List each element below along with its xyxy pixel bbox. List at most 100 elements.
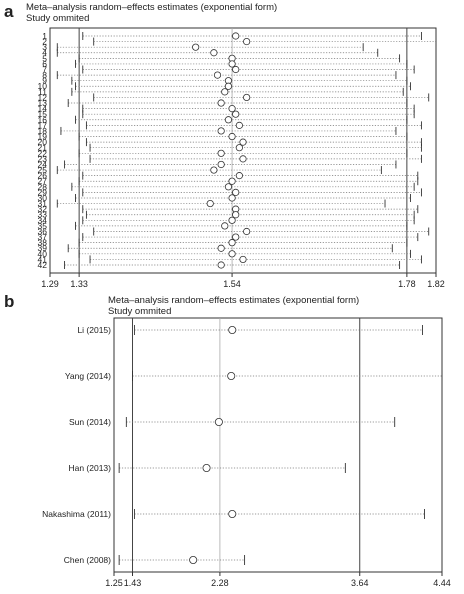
plot-b: Li (2015) Yang (2014) Sun (2014) Han (2013)… xyxy=(42,317,451,588)
panel-label-a: a xyxy=(4,2,14,21)
plot-a-row-label-37: 38 xyxy=(38,238,48,248)
plot-a-row-label-6: 7 xyxy=(42,64,47,74)
plot-a-x-tick-label-4: 1.82 xyxy=(427,279,445,289)
plot-a-estimate-point-23 xyxy=(217,160,225,169)
plot-a-estimate-point-35 xyxy=(243,227,251,236)
plot-a-estimate-point-32 xyxy=(232,211,240,219)
plot-a-estimate-point-25 xyxy=(235,172,243,180)
plot-a-estimate-point-7 xyxy=(213,71,222,79)
plot-a-row-label-16: 17 xyxy=(38,120,48,130)
plot-a-estimate-point-13 xyxy=(228,105,236,113)
plot-a-estimate-point-5 xyxy=(228,60,236,68)
plot-a-row-label-36: 37 xyxy=(38,232,48,242)
plot-a-row-label-23: 24 xyxy=(38,159,48,169)
plot-a-estimate-point-9 xyxy=(224,82,233,90)
plot-a-row-label-19: 20 xyxy=(38,137,48,147)
panel-a-title-line2: Study ommited xyxy=(26,13,90,24)
plot-a-estimate-point-33 xyxy=(228,216,236,224)
plot-a-estimate-point-39 xyxy=(228,250,236,258)
plot-a-row-label-32: 33 xyxy=(38,210,48,220)
plot-a-x-tick-label-3: 1.78 xyxy=(398,279,416,289)
plot-a-estimate-point-15 xyxy=(224,116,233,124)
plot-a-row-label-27: 28 xyxy=(38,182,48,192)
plot-a-estimate-point-34 xyxy=(221,222,229,230)
plot-b-row-label-3: Han (2013) xyxy=(68,463,111,473)
plot-a-row-label-10: 11 xyxy=(38,87,47,97)
plot-b-estimate-point-0 xyxy=(228,325,237,334)
plot-a-row-label-8: 9 xyxy=(42,76,47,86)
plot-a-estimate-point-18 xyxy=(228,132,236,141)
plot-a-estimate-point-16 xyxy=(235,121,243,129)
plot-a-row-label-41: 42 xyxy=(38,260,48,270)
plot-a-row-label-20: 21 xyxy=(38,143,48,153)
plot-a-row-label-1: 2 xyxy=(42,37,47,47)
plot-a-estimate-point-28 xyxy=(232,188,240,196)
plot-a-row-label-0: 1 xyxy=(42,31,47,41)
plot-b-row-label-4: Nakashima (2011) xyxy=(42,509,111,519)
plot-a-estimate-point-20 xyxy=(235,144,243,152)
plot-a-estimate-point-19 xyxy=(239,138,247,146)
plot-a-estimate-point-29 xyxy=(228,194,236,202)
plot-a-row-label-12: 13 xyxy=(38,98,48,108)
plot-a-row-label-22: 23 xyxy=(38,154,48,164)
plot-a-estimate-point-0 xyxy=(232,32,240,40)
panel-a-title: Meta–analysis random–effects estimates (… xyxy=(26,2,277,24)
plot-a-row-label-31: 32 xyxy=(38,204,48,214)
plot-a-x-tick-label-1: 1.33 xyxy=(70,279,88,289)
plot-a-x-tick-label-0: 1.29 xyxy=(41,279,59,289)
plot-a-estimate-point-17 xyxy=(217,127,225,135)
plot-a-frame xyxy=(49,27,437,274)
plot-a-row-label-3: 4 xyxy=(42,48,47,58)
plot-b-x-tick-label-0: 1.25 xyxy=(105,578,123,588)
plot-a-x-tick-label-2: 1.54 xyxy=(223,279,241,289)
plot-a-estimate-point-21 xyxy=(217,149,225,157)
plot-b-estimate-point-4 xyxy=(228,509,237,518)
plot-a-estimate-point-2 xyxy=(192,43,200,51)
plot-a-row-label-38: 39 xyxy=(38,243,48,253)
plot-a-row-label-40: 41 xyxy=(38,254,48,264)
plot-a-estimate-point-22 xyxy=(239,155,247,163)
plot-a-row-label-13: 14 xyxy=(38,104,48,114)
plot-a-row-label-24: 25 xyxy=(38,165,48,175)
plot-a-row-label-30: 31 xyxy=(38,199,48,209)
plot-a-row-label-4: 5 xyxy=(42,53,47,63)
panel-b-title-line2: Study ommited xyxy=(108,306,172,317)
plot-a-estimate-point-24 xyxy=(210,166,218,174)
plot-a-row-label-7: 8 xyxy=(42,70,47,80)
plot-b-row-label-0: Li (2015) xyxy=(77,325,111,335)
plot-a-estimate-point-12 xyxy=(217,99,225,107)
plot-a-row-label-9: 10 xyxy=(38,81,48,91)
plot-a-estimate-point-14 xyxy=(232,110,240,118)
plot-a-row-label-14: 15 xyxy=(38,109,48,119)
plot-a-row-label-2: 3 xyxy=(42,42,47,52)
plot-a-row-label-29: 30 xyxy=(38,193,48,203)
plot-a-row-label-18: 19 xyxy=(38,132,48,142)
plot-b-frame xyxy=(113,317,443,573)
plot-a-estimate-point-27 xyxy=(224,183,233,191)
plot-b-x-tick-label-2: 2.28 xyxy=(211,578,229,588)
plot-a-row-label-5: 6 xyxy=(42,59,47,69)
plot-a-estimate-point-6 xyxy=(232,65,240,74)
plot-b-estimate-point-1 xyxy=(227,371,236,380)
panel-b-title: Meta–analysis random–effects estimates (… xyxy=(108,295,359,317)
plot-a-estimate-point-26 xyxy=(228,177,236,185)
plot-a-row-label-26: 27 xyxy=(38,176,48,186)
plot-a-estimate-point-37 xyxy=(228,239,236,247)
panel-b-title-line1: Meta–analysis random–effects estimates (… xyxy=(108,295,360,306)
plot-a-row-label-39: 40 xyxy=(38,249,48,259)
plot-a-row-label-17: 18 xyxy=(38,126,48,136)
plot-a-estimate-point-36 xyxy=(232,233,240,241)
plot-a-row-label-33: 34 xyxy=(38,215,48,225)
plot-b-estimate-point-2 xyxy=(214,417,223,426)
plot-a-row-label-35: 36 xyxy=(38,226,48,236)
plot-a: 1234567891011121314151617181920212223242… xyxy=(38,27,445,289)
plot-a-row-label-25: 26 xyxy=(38,171,48,181)
plot-a-row-label-15: 16 xyxy=(38,115,48,125)
plot-b-row-label-2: Sun (2014) xyxy=(69,417,111,427)
plot-b-x-tick-label-1: 1.43 xyxy=(124,578,142,588)
plot-a-estimate-point-10 xyxy=(221,88,229,96)
plot-a-row-label-28: 29 xyxy=(38,187,48,197)
panel-label-b: b xyxy=(4,292,15,311)
plot-b-estimate-point-5 xyxy=(189,556,198,565)
